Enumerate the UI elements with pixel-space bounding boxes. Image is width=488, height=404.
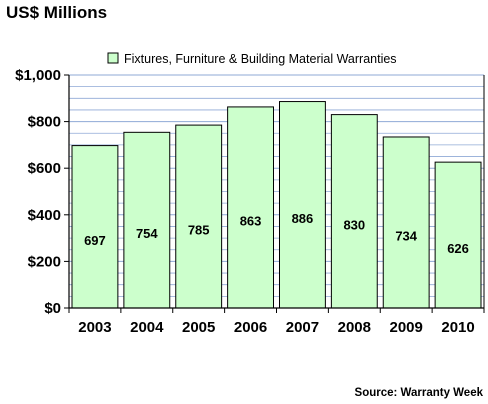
data-label-2006: 863	[240, 213, 262, 228]
y-tick-label: $600	[28, 160, 61, 177]
legend-label: Fixtures, Furniture & Building Material …	[124, 52, 397, 66]
data-label-2005: 785	[188, 223, 210, 238]
legend-swatch	[107, 52, 119, 64]
x-tick-label-2003: 2003	[78, 319, 111, 336]
legend: Fixtures, Furniture & Building Material …	[107, 52, 397, 66]
y-tick-label: $1,000	[15, 67, 61, 84]
x-tick-label-2007: 2007	[286, 319, 319, 336]
data-labels: 697 754 785 863 886 830 734 626	[84, 211, 469, 256]
bar-2003	[71, 145, 119, 309]
data-label-2003: 697	[84, 233, 106, 248]
y-tick-label: $200	[28, 253, 61, 270]
x-tick-label-2005: 2005	[182, 319, 215, 336]
x-tick-label-2006: 2006	[234, 319, 267, 336]
x-tick-label-2008: 2008	[338, 319, 371, 336]
data-label-2010: 626	[447, 241, 469, 256]
x-tick-label-2010: 2010	[441, 319, 474, 336]
y-tick-label: $0	[44, 300, 61, 317]
bar-2008	[330, 114, 378, 309]
bar-2009	[382, 136, 430, 309]
chart-title: US$ Millions	[6, 3, 107, 22]
x-tick-label-2009: 2009	[390, 319, 423, 336]
data-label-2008: 830	[343, 217, 365, 232]
data-label-2007: 886	[292, 211, 314, 226]
bars	[71, 101, 482, 309]
source-note: Source: Warranty Week	[355, 387, 484, 399]
x-tick-label-2004: 2004	[130, 319, 164, 336]
bar-2006	[227, 106, 274, 309]
x-axis-ticks: 2003 2004 2005 2006 2007 2008 2009 2010	[68, 308, 485, 336]
y-axis-ticks: $0 $200 $400 $600 $800 $1,000	[15, 67, 69, 317]
data-label-2004: 754	[136, 226, 158, 241]
bar-2005	[175, 124, 223, 309]
y-tick-label: $400	[28, 207, 61, 224]
bar-2010	[434, 161, 482, 309]
bar-2007	[279, 101, 326, 309]
bar-2004	[123, 131, 171, 309]
y-tick-label: $800	[28, 114, 61, 131]
data-label-2009: 734	[395, 228, 417, 243]
